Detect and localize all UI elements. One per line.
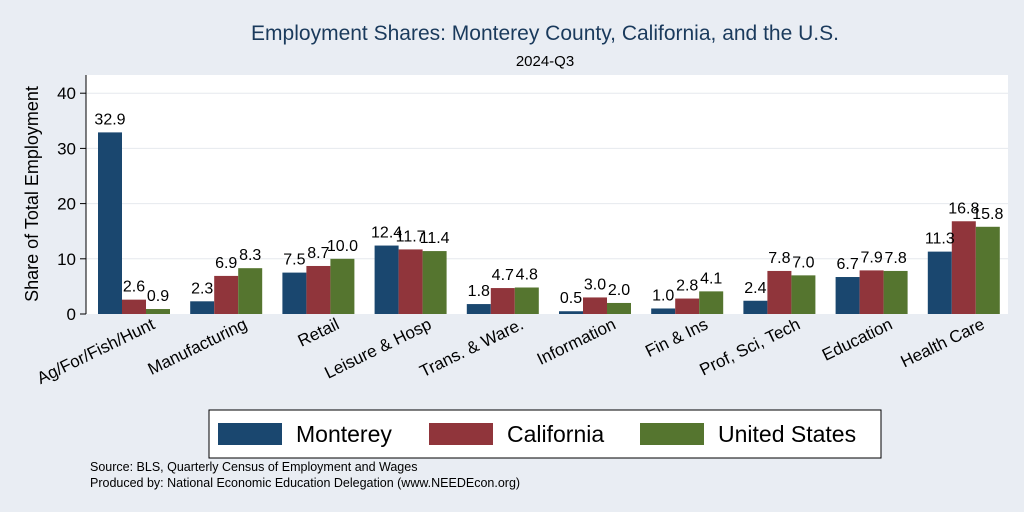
bar-4-1 — [490, 288, 515, 314]
bar-7-0 — [743, 300, 768, 314]
chart-title: Employment Shares: Monterey County, Cali… — [251, 22, 839, 45]
data-label-5-0: 0.5 — [560, 290, 582, 307]
data-label-3-0: 12.4 — [371, 225, 402, 242]
legend-swatch-1 — [429, 423, 493, 445]
data-label-9-1: 16.8 — [948, 200, 979, 217]
bar-9-2 — [975, 226, 1000, 314]
bar-3-1 — [398, 249, 423, 314]
bar-0-0 — [98, 132, 122, 314]
y-tick-label-10: 10 — [57, 250, 76, 269]
bar-2-1 — [306, 265, 331, 314]
data-label-4-2: 4.8 — [516, 267, 538, 284]
data-label-7-2: 7.0 — [792, 254, 814, 271]
data-label-4-1: 4.7 — [492, 267, 514, 284]
producer-note: Produced by: National Economic Education… — [90, 476, 520, 490]
data-label-3-1: 11.7 — [396, 228, 426, 245]
y-tick-label-40: 40 — [57, 84, 76, 103]
data-label-2-1: 8.7 — [307, 245, 329, 262]
y-axis-label: Share of Total Employment — [22, 86, 42, 302]
y-tick-label-20: 20 — [57, 195, 76, 214]
bar-0-2 — [146, 309, 170, 314]
bar-2-0 — [282, 272, 307, 314]
legend: Monterey California United States — [208, 409, 882, 459]
legend-label-2: United States — [718, 421, 856, 447]
data-label-6-1: 2.8 — [676, 278, 698, 295]
data-label-8-0: 6.7 — [836, 256, 858, 273]
data-label-8-2: 7.8 — [884, 250, 906, 267]
data-label-0-1: 2.6 — [123, 279, 145, 296]
bar-5-2 — [607, 302, 631, 314]
source-note: Source: BLS, Quarterly Census of Employm… — [90, 460, 417, 474]
legend-label-0: Monterey — [296, 421, 392, 447]
chart-subtitle: 2024-Q3 — [516, 53, 574, 70]
bar-2-2 — [330, 258, 355, 314]
bar-6-1 — [675, 298, 700, 314]
data-label-5-1: 3.0 — [584, 276, 606, 293]
bar-6-0 — [651, 308, 676, 314]
gridlines — [86, 92, 1008, 260]
bar-8-1 — [859, 270, 884, 314]
bar-7-1 — [767, 270, 792, 314]
data-label-1-2: 8.3 — [239, 247, 261, 264]
y-tick-label-30: 30 — [57, 139, 76, 158]
y-tick-label-0: 0 — [67, 305, 76, 324]
legend-swatch-0 — [218, 423, 282, 445]
data-label-6-2: 4.1 — [700, 270, 722, 287]
data-label-2-2: 10.0 — [327, 238, 358, 255]
data-label-1-1: 6.9 — [215, 255, 237, 272]
data-label-1-0: 2.3 — [191, 280, 213, 297]
data-label-2-0: 7.5 — [283, 252, 305, 269]
bar-3-2 — [422, 251, 447, 314]
bar-8-0 — [835, 277, 860, 314]
bar-9-1 — [951, 221, 976, 314]
bar-6-2 — [699, 291, 724, 314]
bar-5-1 — [583, 297, 607, 314]
data-label-6-0: 1.0 — [652, 287, 674, 304]
data-label-0-2: 0.9 — [147, 288, 169, 305]
bar-1-0 — [190, 301, 215, 314]
bar-4-2 — [514, 287, 539, 314]
data-labels-group: 32.92.60.9 2.36.9 8.3 7.5 8.710.012.411.711.… — [94, 111, 1003, 307]
bar-8-2 — [883, 270, 908, 314]
legend-box — [208, 409, 882, 459]
bar-9-0 — [927, 251, 952, 314]
data-label-3-2: 11.4 — [420, 230, 450, 247]
bar-1-1 — [214, 275, 239, 314]
data-label-8-1: 7.9 — [860, 249, 882, 266]
y-axis-ticks: 0 10 20 30 40 — [57, 84, 86, 324]
data-label-4-0: 1.8 — [468, 283, 490, 300]
bar-4-0 — [466, 304, 491, 314]
data-label-7-1: 7.8 — [768, 250, 790, 267]
bars-group — [98, 132, 1000, 314]
data-label-5-2: 2.0 — [608, 282, 630, 299]
bar-1-2 — [238, 268, 263, 314]
bar-5-0 — [559, 311, 583, 314]
bar-3-0 — [374, 245, 399, 314]
data-label-0-0: 32.9 — [94, 111, 125, 128]
bar-0-1 — [122, 299, 146, 314]
legend-label-1: California — [507, 421, 604, 447]
data-label-7-0: 2.4 — [744, 280, 766, 297]
legend-swatch-2 — [640, 423, 704, 445]
data-label-9-0: 11.3 — [925, 231, 955, 248]
bar-7-2 — [791, 275, 816, 314]
data-label-9-2: 15.8 — [972, 206, 1003, 223]
